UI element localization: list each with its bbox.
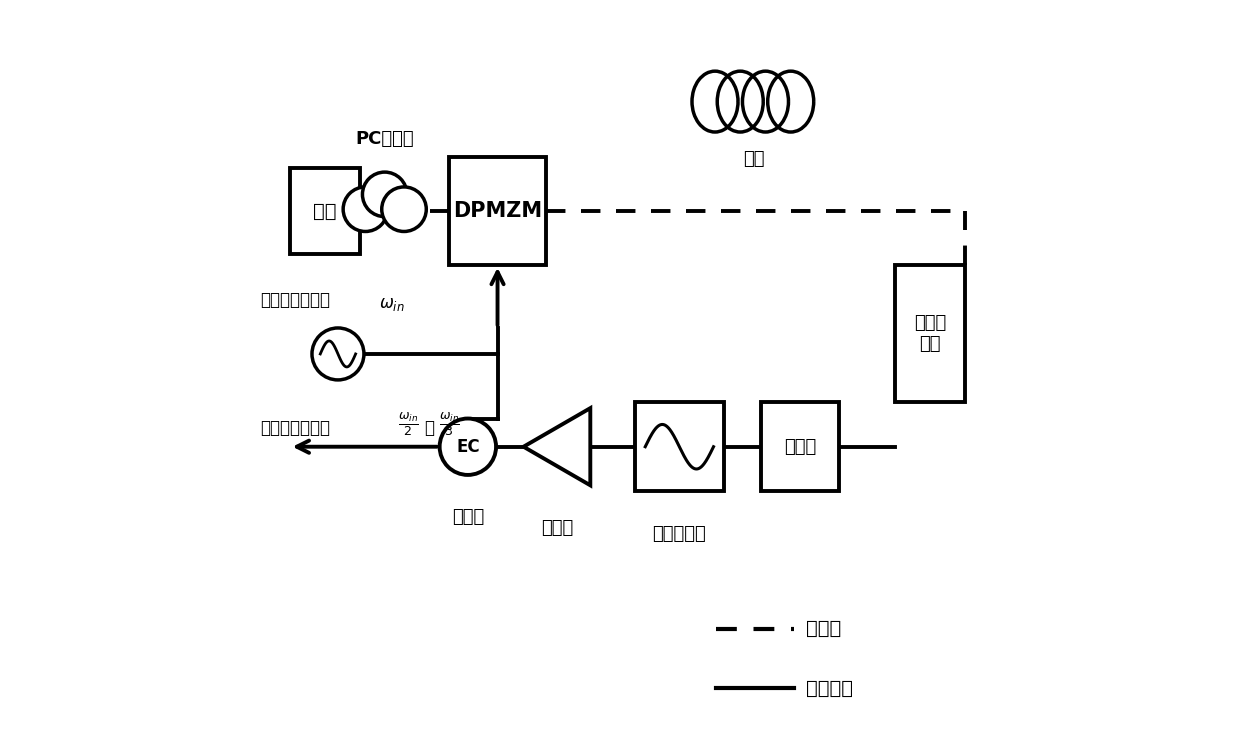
- Text: PC控制器: PC控制器: [356, 130, 414, 148]
- Text: 放大器: 放大器: [541, 519, 573, 536]
- Polygon shape: [523, 408, 590, 485]
- FancyBboxPatch shape: [761, 402, 839, 491]
- FancyBboxPatch shape: [894, 265, 965, 402]
- Text: 光源: 光源: [314, 202, 337, 221]
- Text: 分频后输出信号: 分频后输出信号: [260, 419, 330, 437]
- Text: 光纤: 光纤: [743, 150, 764, 168]
- Text: $\frac{\omega_{in}}{2}$: $\frac{\omega_{in}}{2}$: [398, 410, 419, 438]
- Text: 微波通道: 微波通道: [806, 679, 853, 697]
- Circle shape: [312, 328, 363, 380]
- Text: 待分频信号输入: 待分频信号输入: [260, 291, 330, 309]
- FancyBboxPatch shape: [635, 402, 724, 491]
- Text: 光电探
测器: 光电探 测器: [914, 314, 946, 353]
- Circle shape: [382, 187, 427, 232]
- Text: DPMZM: DPMZM: [453, 201, 542, 221]
- Text: $\omega_{in}$: $\omega_{in}$: [378, 295, 404, 313]
- Text: 功分器: 功分器: [451, 508, 484, 526]
- Text: $\frac{\omega_{in}}{3}$: $\frac{\omega_{in}}{3}$: [439, 410, 460, 438]
- Text: 光通道: 光通道: [806, 619, 841, 638]
- Text: EC: EC: [456, 438, 480, 456]
- Circle shape: [440, 419, 496, 475]
- Circle shape: [343, 187, 388, 232]
- FancyBboxPatch shape: [290, 168, 361, 254]
- FancyBboxPatch shape: [449, 157, 546, 265]
- Text: 或: 或: [424, 419, 434, 437]
- Circle shape: [362, 172, 407, 217]
- Text: 移相器: 移相器: [784, 438, 816, 456]
- Text: 宽带滤波器: 宽带滤波器: [652, 524, 707, 542]
